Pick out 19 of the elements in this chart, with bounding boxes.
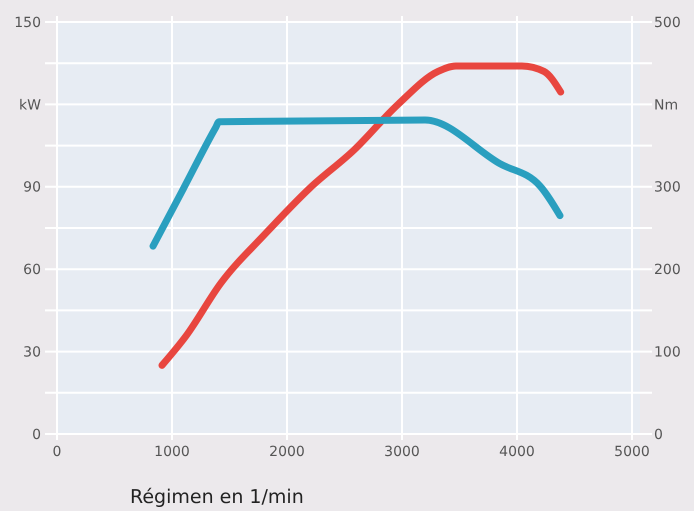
y2-tick-label: 0 bbox=[654, 426, 663, 443]
x-tick-label: 0 bbox=[52, 444, 62, 460]
y2-tick-label: 100 bbox=[654, 344, 681, 360]
y-tick-label: 0 bbox=[32, 426, 41, 443]
y-tick-label: 150 bbox=[14, 14, 41, 31]
y-tick-label: 60 bbox=[23, 262, 41, 278]
y2-tick-label: 500 bbox=[654, 14, 681, 31]
x-tick-label: 5000 bbox=[614, 444, 650, 460]
x-tick-label: 1000 bbox=[154, 444, 190, 460]
y-tick-label: 90 bbox=[23, 180, 41, 196]
x-tick-label: 3000 bbox=[384, 444, 420, 460]
y-tick-label: 30 bbox=[23, 344, 41, 360]
y2-tick-label: Nm bbox=[654, 97, 678, 114]
x-tick-label: 4000 bbox=[499, 444, 535, 460]
x-tick-label: 2000 bbox=[269, 444, 305, 460]
y2-tick-label: 200 bbox=[654, 262, 681, 278]
y2-tick-label: 300 bbox=[654, 180, 681, 196]
y-tick-label: kW bbox=[19, 97, 42, 114]
x-axis-title: Régimen en 1/min bbox=[130, 486, 304, 508]
